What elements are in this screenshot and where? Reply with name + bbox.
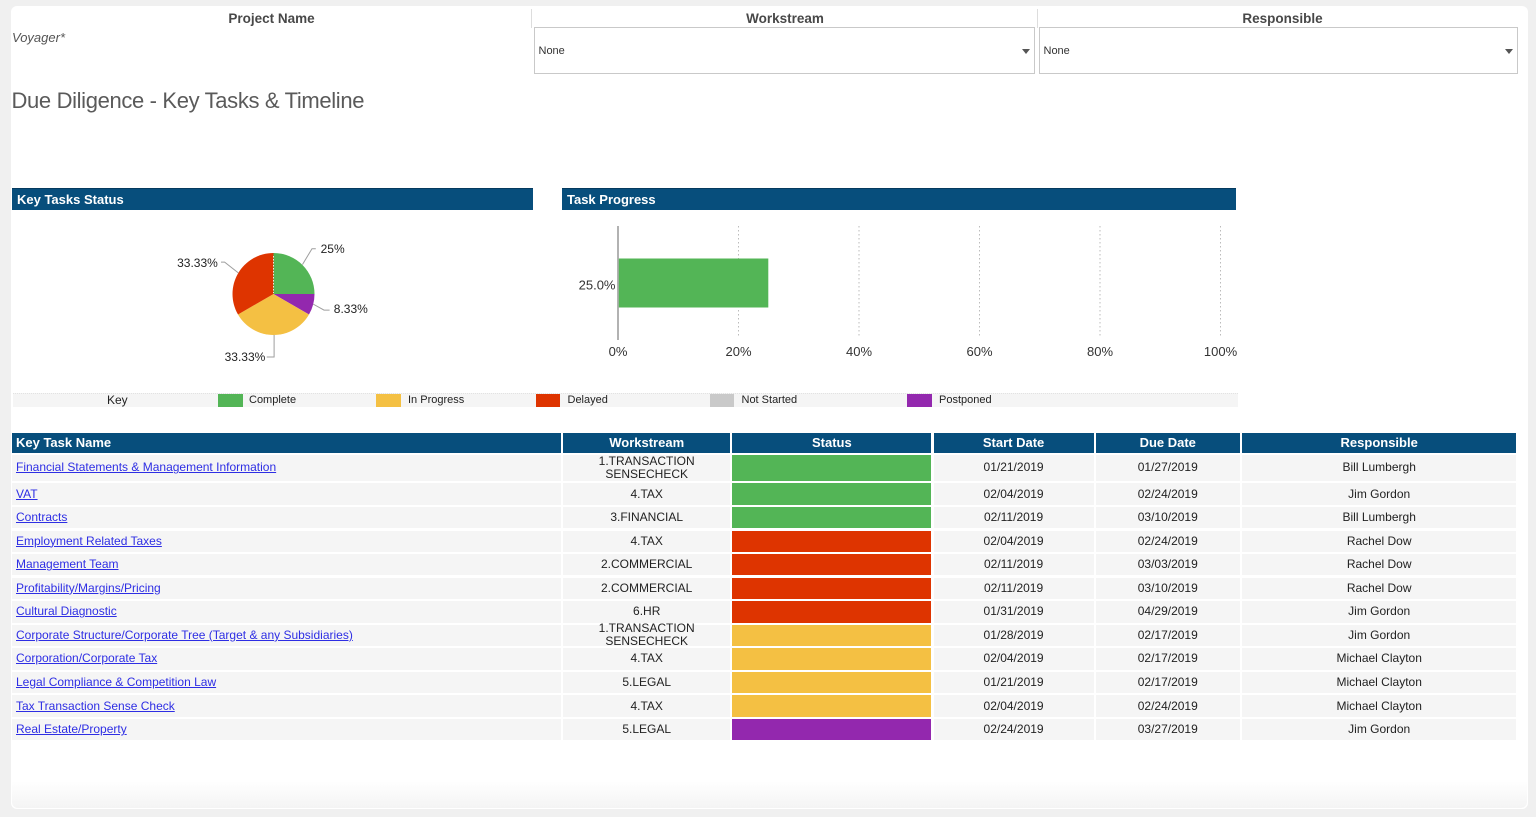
- svg-text:8.33%: 8.33%: [334, 302, 368, 316]
- svg-text:40%: 40%: [846, 344, 872, 359]
- svg-text:20%: 20%: [725, 344, 751, 359]
- svg-text:25%: 25%: [321, 242, 345, 256]
- svg-text:25.0%: 25.0%: [579, 278, 616, 293]
- svg-text:33.33%: 33.33%: [225, 350, 266, 364]
- svg-text:100%: 100%: [1204, 344, 1238, 359]
- svg-text:60%: 60%: [966, 344, 992, 359]
- svg-text:33.33%: 33.33%: [177, 256, 218, 270]
- svg-text:80%: 80%: [1087, 344, 1113, 359]
- svg-text:0%: 0%: [609, 344, 628, 359]
